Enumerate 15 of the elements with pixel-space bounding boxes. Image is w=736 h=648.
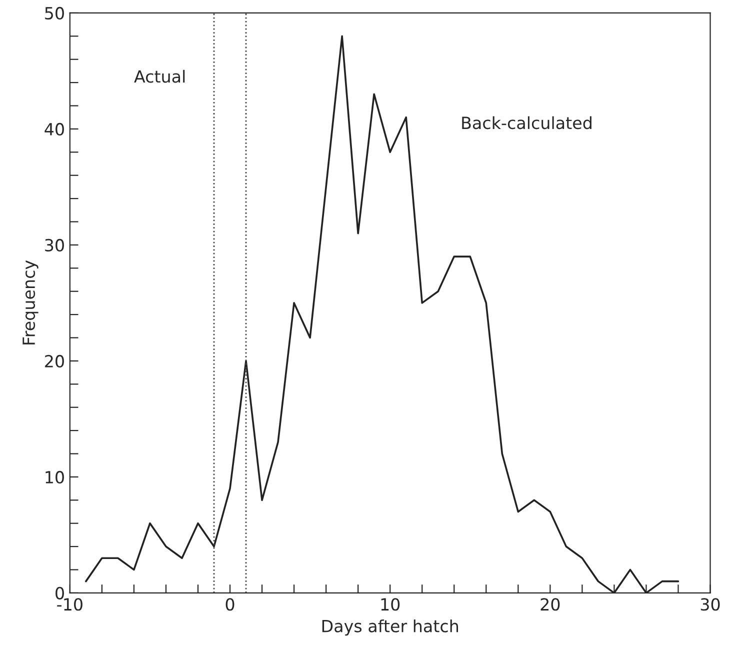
annotation: Back-calculated	[462, 116, 592, 130]
y-tick-label: 50	[45, 6, 64, 20]
y-tick-label: 40	[44, 122, 64, 136]
y-tick-label: 30	[45, 238, 64, 252]
y-axis-title: Frequency	[22, 260, 38, 344]
x-axis-title: Days after hatch	[322, 619, 458, 636]
y-tick-label: 10	[46, 470, 64, 484]
x-tick-label: 0	[226, 598, 234, 611]
annotation: Actual	[134, 70, 185, 83]
x-tick-label: -10	[57, 598, 82, 611]
y-tick-label: 0	[56, 586, 64, 600]
x-tick-label: 20	[540, 598, 560, 611]
y-tick-label: 20	[45, 354, 64, 368]
x-tick-label: 10	[381, 598, 400, 611]
x-tick-label: 30	[700, 598, 720, 611]
